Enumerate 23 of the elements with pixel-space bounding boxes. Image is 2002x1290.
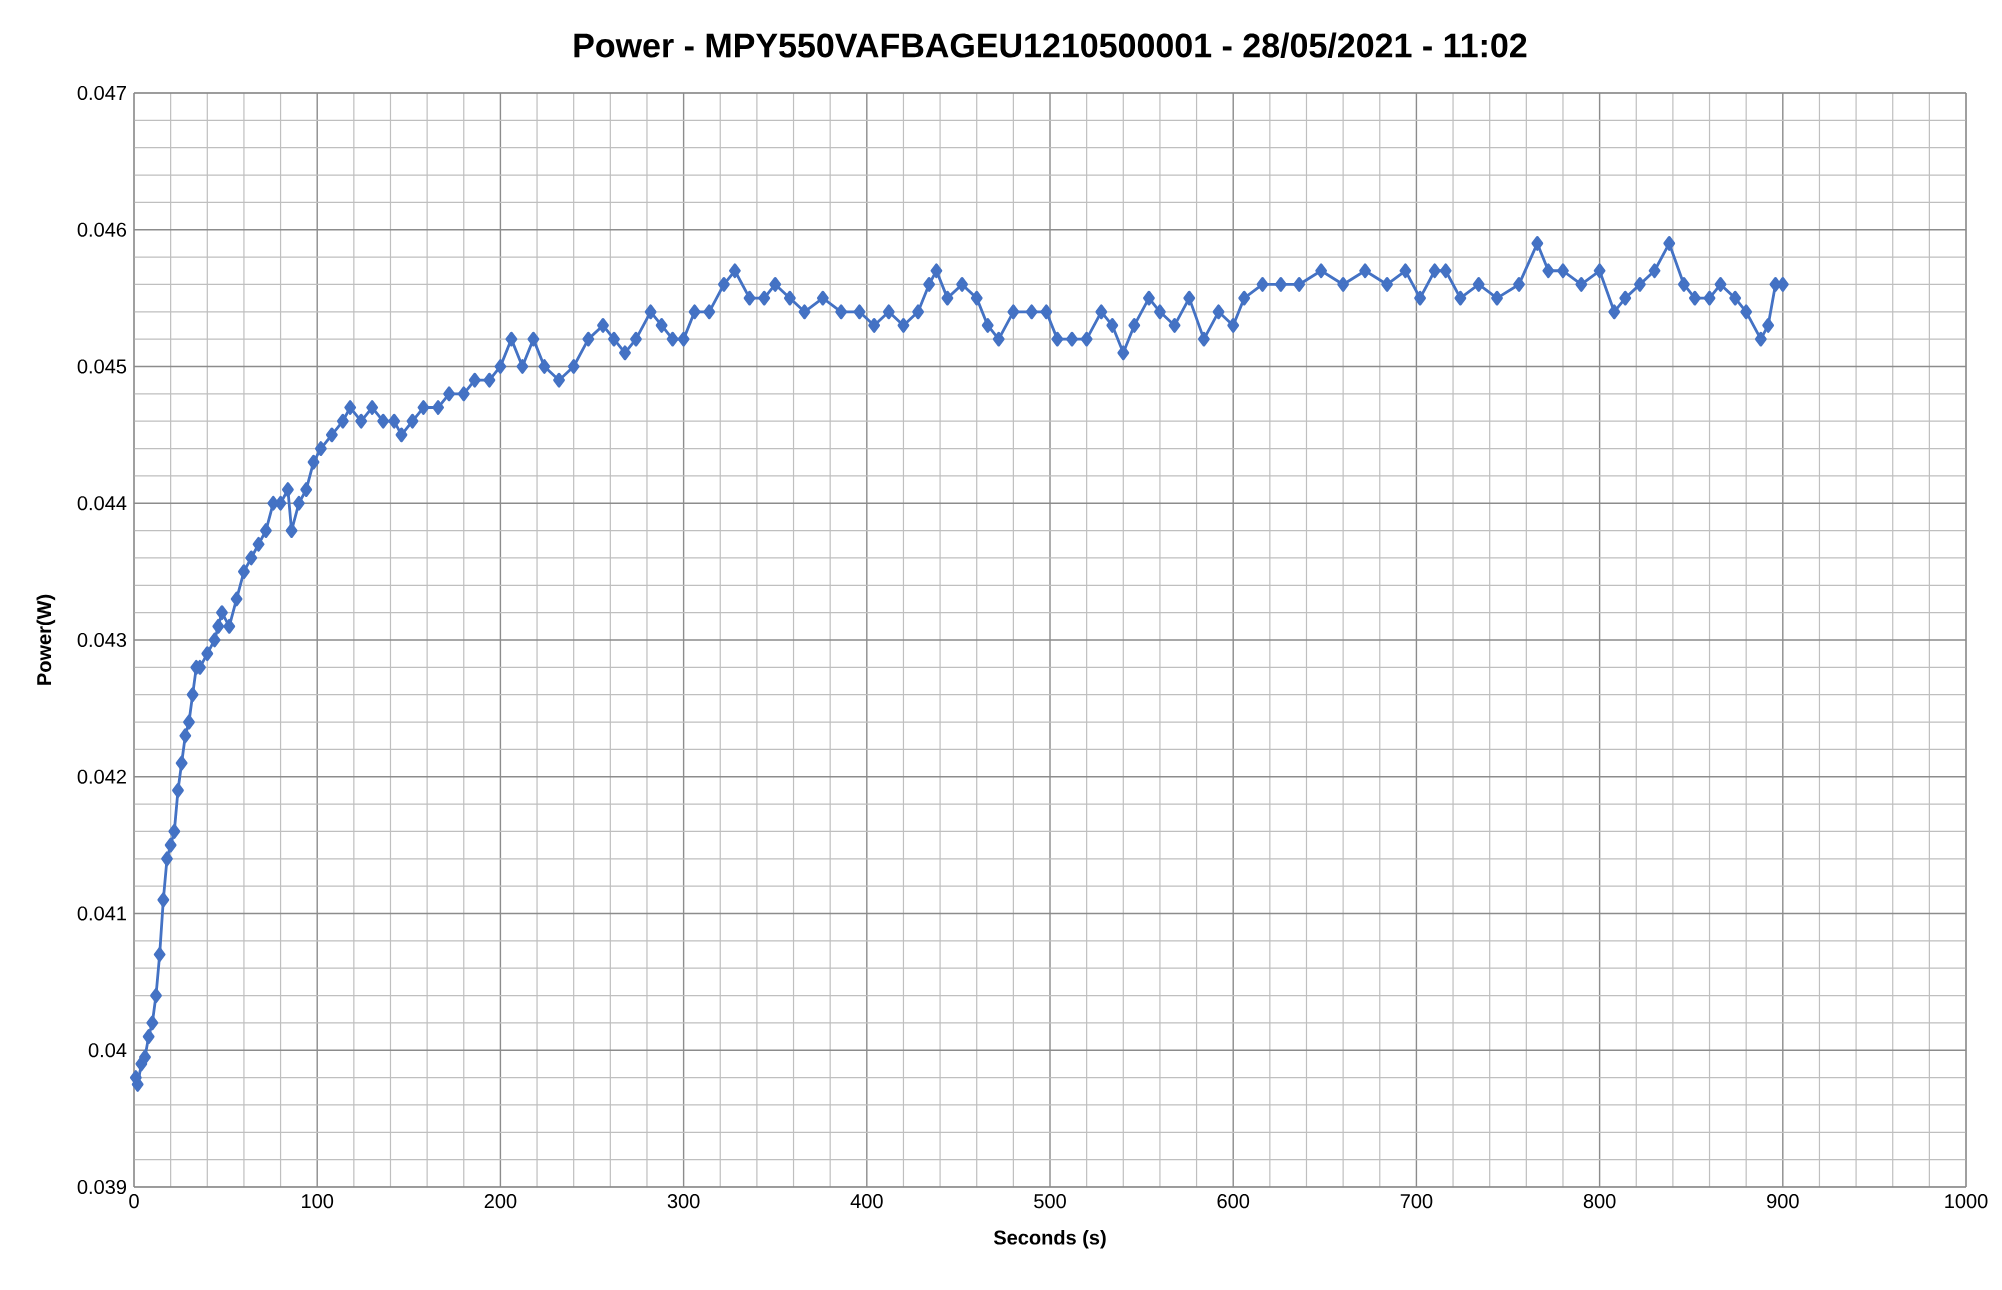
x-tick-label: 900 — [1767, 1194, 1799, 1209]
x-tick-label: 0 — [129, 1194, 139, 1209]
chart-title: Power - MPY550VAFBAGEU1210500001 - 28/05/2021 - 11:02 — [574, 32, 1527, 58]
y-tick-label: 0.04 — [88, 1043, 127, 1058]
x-tick-label: 500 — [1034, 1194, 1066, 1209]
y-tick-label: 0.045 — [77, 359, 127, 374]
y-tick-label: 0.047 — [77, 85, 126, 101]
x-tick-label: 300 — [667, 1194, 700, 1209]
x-tick-label: 700 — [1400, 1194, 1433, 1209]
y-tick-label: 0.041 — [77, 906, 126, 921]
x-tick-label: 100 — [302, 1194, 334, 1209]
x-tick-label: 200 — [484, 1194, 517, 1209]
x-tick-label: 600 — [1217, 1194, 1250, 1209]
x-axis-title: Seconds (s) — [993, 1229, 1106, 1249]
y-tick-label: 0.042 — [77, 769, 126, 784]
y-tick-label: 0.043 — [77, 632, 127, 648]
x-tick-label: 400 — [850, 1194, 883, 1209]
x-tick-label: 800 — [1583, 1194, 1616, 1209]
x-tick-label: 1000 — [1945, 1194, 1988, 1209]
y-axis-title: Power(W) — [36, 594, 56, 685]
y-tick-label: 0.044 — [77, 496, 127, 511]
y-tick-label: 0.039 — [77, 1179, 127, 1195]
y-tick-label: 0.046 — [77, 222, 127, 237]
